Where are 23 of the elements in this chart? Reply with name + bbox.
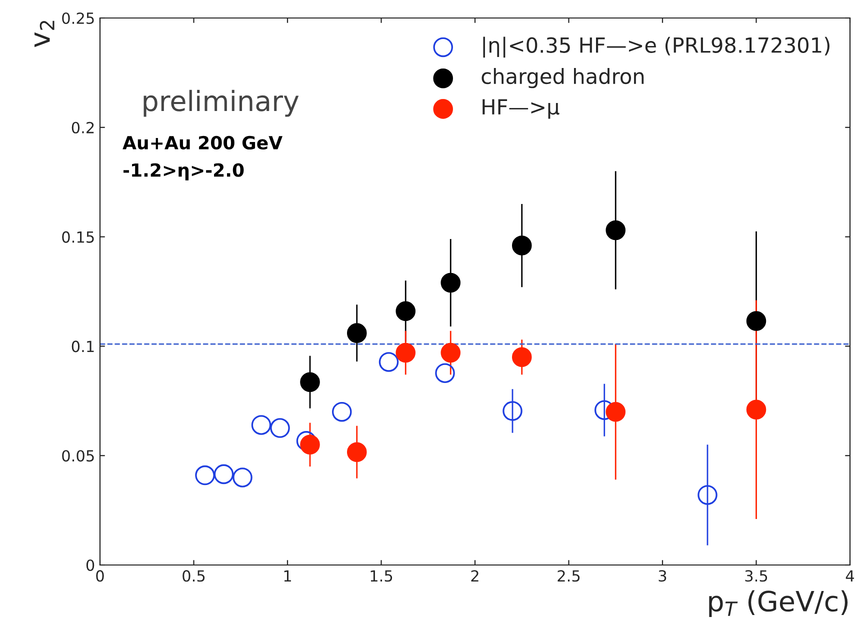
y-tick-label: 0.1 xyxy=(72,340,94,352)
x-tick-label: 4 xyxy=(846,570,854,582)
x-tick-label: 3.5 xyxy=(745,570,768,582)
y-tick-label: 0.25 xyxy=(62,12,94,24)
y-axis-title: v$_{2}$ xyxy=(34,20,54,48)
legend-label: charged hadron xyxy=(482,68,644,88)
annotation: preliminary xyxy=(144,90,299,117)
x-tick-label: 1.5 xyxy=(370,570,392,582)
annotation: Au+Au 200 GeV xyxy=(122,136,282,150)
x-tick-label: 3 xyxy=(658,570,666,582)
y-tick-label: 0.2 xyxy=(72,122,94,134)
y-tick-label: 0 xyxy=(86,559,94,572)
x-axis-title: p$_{T}$ (GeV/c) xyxy=(709,590,848,618)
legend-label: HF—>μ xyxy=(482,99,560,119)
x-tick-label: 2.5 xyxy=(558,570,580,582)
x-tick-label: 0.5 xyxy=(182,570,205,582)
annotation: -1.2>η>-2.0 xyxy=(123,163,244,180)
y-tick-label: 0.05 xyxy=(62,450,94,462)
y-tick-label: 0.15 xyxy=(62,231,94,243)
x-tick-label: 2 xyxy=(471,570,478,582)
x-tick-label: 1 xyxy=(284,570,291,582)
x-tick-label: 0 xyxy=(96,570,104,582)
legend-label: |η|<0.35 HF—>e (PRL98.172301) xyxy=(483,36,830,58)
